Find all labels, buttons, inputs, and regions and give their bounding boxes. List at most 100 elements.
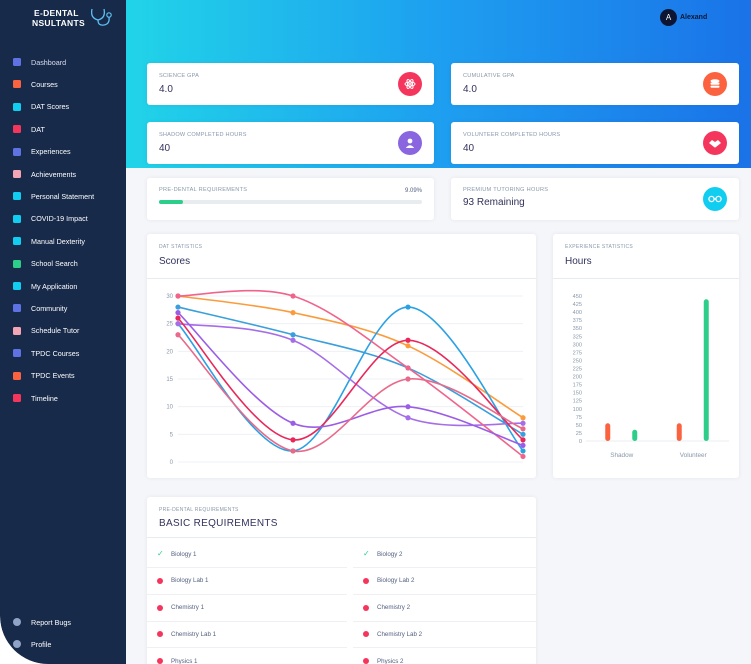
requirement-label: Biology 1 — [171, 550, 197, 558]
check-icon: ✓ — [363, 549, 370, 558]
stat-card-cumulative-gpa: CUMULATIVE GPA 4.0 — [451, 63, 739, 105]
sidebar-item-label: Courses — [31, 79, 58, 89]
y-tick-label: 400 — [573, 310, 582, 316]
requirement-item: Chemistry 2 — [363, 601, 410, 615]
experience-overline: EXPERIENCE STATISTICS — [565, 244, 634, 250]
user-name[interactable]: Alexand — [680, 14, 708, 21]
bar — [632, 429, 638, 441]
sidebar-item-label: Experiences — [31, 147, 71, 157]
sidebar-item-personal-statement[interactable]: Personal Statement — [0, 186, 126, 206]
sidebar-item-schedule-tutor[interactable]: Schedule Tutor — [0, 321, 126, 341]
divider — [147, 647, 347, 649]
predental-percent: 9.09% — [404, 188, 422, 194]
status-dot-icon — [157, 604, 163, 611]
y-tick-label: 15 — [166, 377, 173, 383]
sidebar-item-label: School Search — [31, 259, 78, 269]
requirement-label: Biology Lab 1 — [171, 577, 209, 585]
line-series — [177, 334, 524, 453]
stat-title: SCIENCE GPA — [159, 73, 200, 79]
books-icon — [13, 349, 21, 358]
data-point — [405, 376, 411, 382]
sidebar-item-covid-19-impact[interactable]: COVID-19 Impact — [0, 209, 126, 229]
bar — [676, 423, 682, 441]
requirement-label: Chemistry 2 — [377, 604, 411, 612]
sidebar-item-tpdc-courses[interactable]: TPDC Courses — [0, 343, 126, 363]
data-point — [405, 404, 411, 410]
y-tick-label: 25 — [166, 322, 173, 328]
requirements-overline: PRE-DENTAL REQUIREMENTS — [159, 507, 239, 513]
line-series — [177, 289, 524, 458]
sidebar-item-dat[interactable]: DAT — [0, 119, 126, 139]
y-tick-label: 325 — [573, 334, 582, 340]
sidebar-item-school-search[interactable]: School Search — [0, 254, 126, 274]
data-point — [520, 453, 526, 460]
divider — [147, 593, 347, 595]
line-series — [177, 312, 524, 447]
line-series — [177, 317, 524, 441]
logo[interactable]: E-DENTAL NSULTANTS — [8, 4, 118, 30]
monitor-icon — [13, 58, 21, 66]
sidebar-item-label: Achievements — [31, 169, 77, 179]
y-tick-label: 375 — [573, 318, 582, 324]
data-point — [290, 420, 296, 426]
stat-title: CUMULATIVE GPA — [463, 73, 515, 79]
building-icon — [13, 259, 21, 268]
tutoring-title: PREMIUM TUTORING HOURS — [463, 187, 549, 193]
stat-value: 4.0 — [463, 84, 477, 95]
sidebar-item-report-bugs[interactable]: Report Bugs — [0, 612, 126, 632]
data-point — [290, 293, 296, 299]
sidebar-item-profile[interactable]: Profile — [0, 634, 126, 654]
sidebar-item-dat-scores[interactable]: DAT Scores — [0, 97, 126, 117]
y-tick-label: 5 — [170, 432, 174, 438]
sidebar-item-community[interactable]: Community — [0, 298, 126, 318]
y-tick-label: 0 — [579, 439, 582, 445]
sidebar-item-my-application[interactable]: My Application — [0, 276, 126, 296]
user-icon — [398, 131, 422, 155]
sidebar-item-achievements[interactable]: Achievements — [0, 164, 126, 184]
data-point — [520, 442, 526, 448]
calendar-icon — [13, 371, 21, 380]
y-tick-label: 150 — [573, 391, 582, 397]
data-point — [175, 293, 181, 299]
sidebar-item-tpdc-events[interactable]: TPDC Events — [0, 366, 126, 386]
stat-value: 40 — [159, 143, 171, 154]
divider — [147, 620, 347, 622]
y-tick-label: 175 — [573, 383, 582, 389]
sidebar-item-label: TPDC Courses — [31, 348, 80, 358]
y-tick-label: 450 — [573, 294, 582, 300]
divider — [353, 567, 536, 568]
sidebar-item-manual-dexterity[interactable]: Manual Dexterity — [0, 231, 126, 251]
sidebar-item-timeline[interactable]: Timeline — [0, 388, 126, 408]
y-tick-label: 25 — [576, 431, 582, 437]
experience-statistics-card: EXPERIENCE STATISTICS Hours 0 25 50 75 100 12… — [553, 234, 739, 478]
sidebar-item-experiences[interactable]: Experiences — [0, 142, 126, 162]
y-tick-label: 350 — [573, 326, 582, 332]
y-tick-label: 30 — [166, 294, 173, 300]
experience-heading: Hours — [565, 256, 592, 267]
y-tick-label: 425 — [573, 302, 582, 308]
data-point — [520, 437, 526, 443]
requirement-item: Chemistry Lab 2 — [363, 627, 422, 641]
stat-value: 4.0 — [159, 84, 173, 95]
sidebar-item-label: Manual Dexterity — [31, 236, 85, 246]
y-tick-label: 75 — [576, 415, 582, 421]
avatar[interactable]: A — [660, 9, 677, 26]
data-point — [520, 415, 526, 421]
divider — [353, 620, 536, 622]
books-icon — [13, 125, 21, 134]
requirement-label: Physics 2 — [377, 657, 404, 664]
stethoscope-icon — [90, 8, 112, 26]
bug-icon — [13, 618, 21, 626]
sidebar-item-courses[interactable]: Courses — [0, 74, 126, 94]
y-tick-label: 10 — [166, 405, 173, 411]
align-icon — [13, 394, 21, 402]
requirement-item: Biology Lab 1 — [157, 574, 209, 588]
sidebar-item-dashboard[interactable]: Dashboard — [0, 52, 126, 72]
status-dot-icon — [363, 658, 369, 664]
badge-icon — [13, 170, 21, 178]
y-tick-label: 250 — [573, 358, 582, 364]
requirement-item: Physics 1 — [157, 654, 197, 664]
sidebar-item-label: DAT — [31, 124, 45, 134]
requirement-item: Chemistry Lab 1 — [157, 627, 216, 641]
glasses-icon — [703, 187, 727, 211]
